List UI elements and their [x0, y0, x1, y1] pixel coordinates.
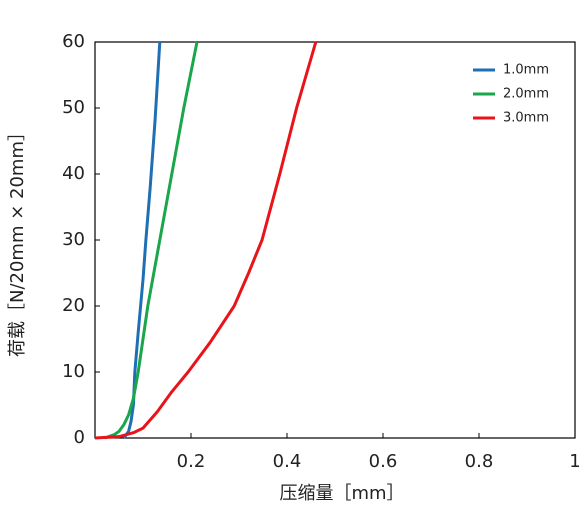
y-tick-label: 40 — [62, 163, 85, 184]
series-line — [94, 41, 318, 440]
x-tick-label: 0.2 — [177, 451, 206, 472]
legend-label: 1.0mm — [503, 63, 549, 78]
x-tick-label: 0.4 — [273, 451, 302, 472]
x-axis-label: 压缩量［mm］ — [279, 483, 404, 504]
series-line — [122, 41, 162, 439]
y-tick-label: 30 — [62, 229, 85, 250]
y-tick-label: 50 — [62, 97, 85, 118]
y-tick-label: 20 — [62, 295, 85, 316]
y-tick-label: 60 — [62, 31, 85, 52]
x-tick-label: 0.8 — [465, 451, 494, 472]
series-line — [104, 41, 199, 440]
legend-label: 3.0mm — [503, 111, 549, 126]
y-axis-label: 荷载［N/20mm × 20mm］ — [7, 123, 28, 357]
y-tick-label: 0 — [74, 427, 85, 448]
legend-label: 2.0mm — [503, 87, 549, 102]
x-tick-label: 0.6 — [369, 451, 398, 472]
x-tick-label: 1 — [569, 451, 580, 472]
y-tick-label: 10 — [62, 361, 85, 382]
